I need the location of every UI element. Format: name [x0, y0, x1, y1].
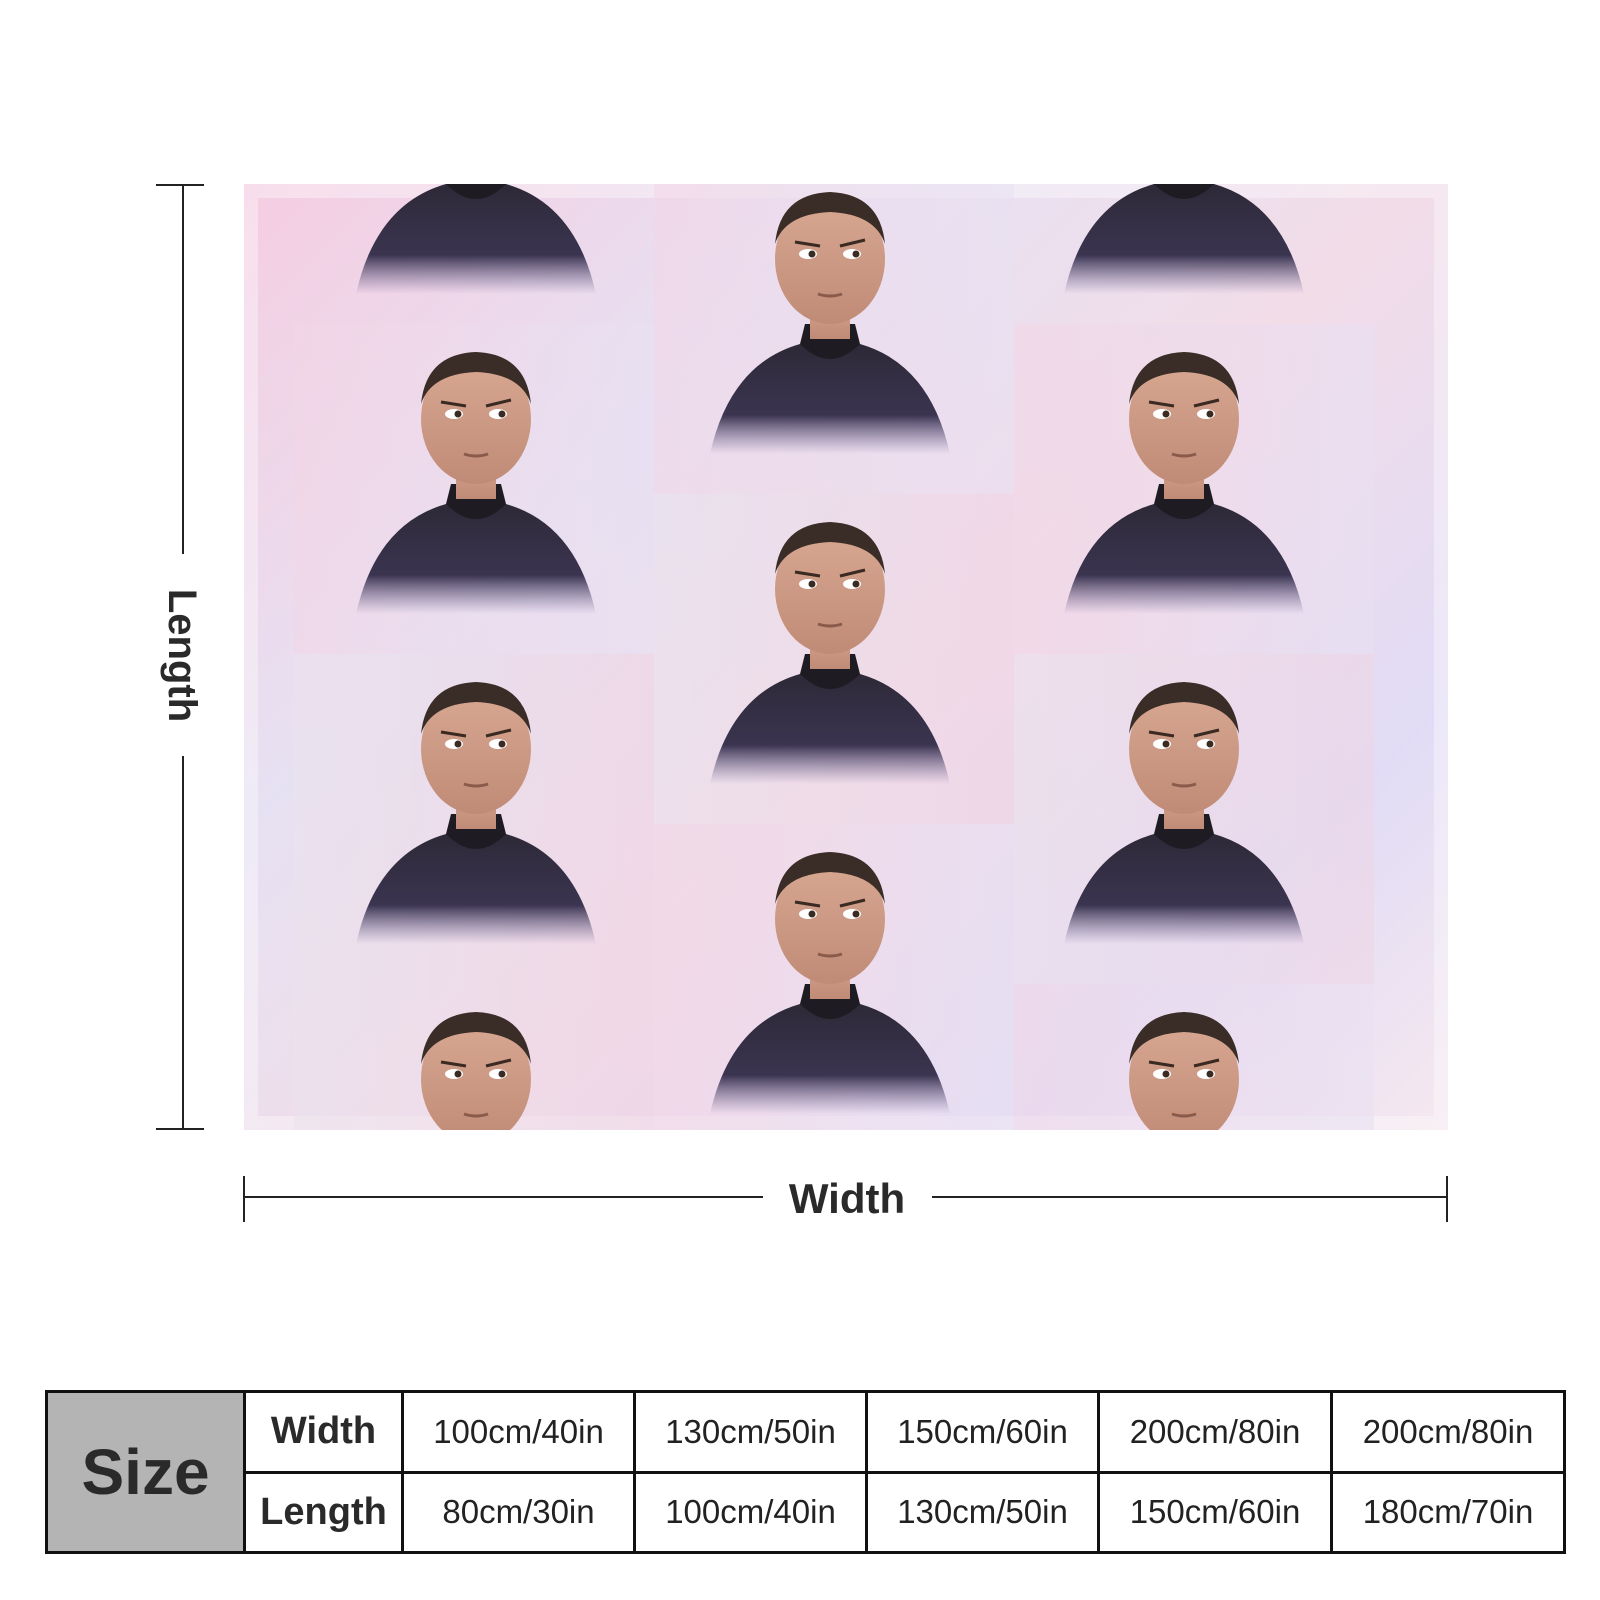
- portrait: [690, 184, 970, 464]
- portrait: [336, 994, 616, 1130]
- size-table: Size Width 100cm/40in 130cm/50in 150cm/6…: [45, 1390, 1566, 1554]
- table-cell: 200cm/80in: [1330, 1390, 1566, 1474]
- portrait-pattern-layer: [244, 184, 1448, 1130]
- table-row-length: Length 80cm/30in 100cm/40in 130cm/50in 1…: [47, 1470, 1566, 1554]
- width-label: Width: [788, 1175, 906, 1222]
- portrait: [336, 184, 616, 304]
- table-row-width: Size Width 100cm/40in 130cm/50in 150cm/6…: [45, 1390, 1566, 1554]
- table-cell: 200cm/80in: [1097, 1390, 1333, 1474]
- portrait: [1044, 184, 1324, 304]
- size-header-cell: Size: [45, 1390, 246, 1554]
- length-line-top: [182, 184, 184, 554]
- width-line-left: [243, 1196, 763, 1198]
- table-cell: 180cm/70in: [1330, 1470, 1566, 1554]
- width-line-right: [932, 1196, 1448, 1198]
- width-right-cap: [1446, 1176, 1448, 1222]
- row-label-length: Length: [243, 1470, 404, 1554]
- width-left-cap: [243, 1176, 245, 1222]
- portrait: [1044, 994, 1324, 1130]
- table-cell: 80cm/30in: [401, 1470, 636, 1554]
- table-cell: 150cm/60in: [865, 1390, 1100, 1474]
- portrait: [336, 664, 616, 954]
- portrait: [1044, 664, 1324, 954]
- table-cell: 100cm/40in: [401, 1390, 636, 1474]
- table-cell: 150cm/60in: [1097, 1470, 1333, 1554]
- portrait: [690, 834, 970, 1124]
- table-cell: 100cm/40in: [633, 1470, 868, 1554]
- portrait: [1044, 334, 1324, 624]
- table-cell: 130cm/50in: [633, 1390, 868, 1474]
- length-bottom-cap: [156, 1128, 204, 1130]
- table-cell: 130cm/50in: [865, 1470, 1100, 1554]
- row-label-width: Width: [243, 1390, 404, 1474]
- length-label: Length: [160, 588, 205, 722]
- portrait: [690, 504, 970, 794]
- length-line-bottom: [182, 756, 184, 1130]
- length-top-cap: [156, 184, 204, 186]
- portrait: [336, 334, 616, 624]
